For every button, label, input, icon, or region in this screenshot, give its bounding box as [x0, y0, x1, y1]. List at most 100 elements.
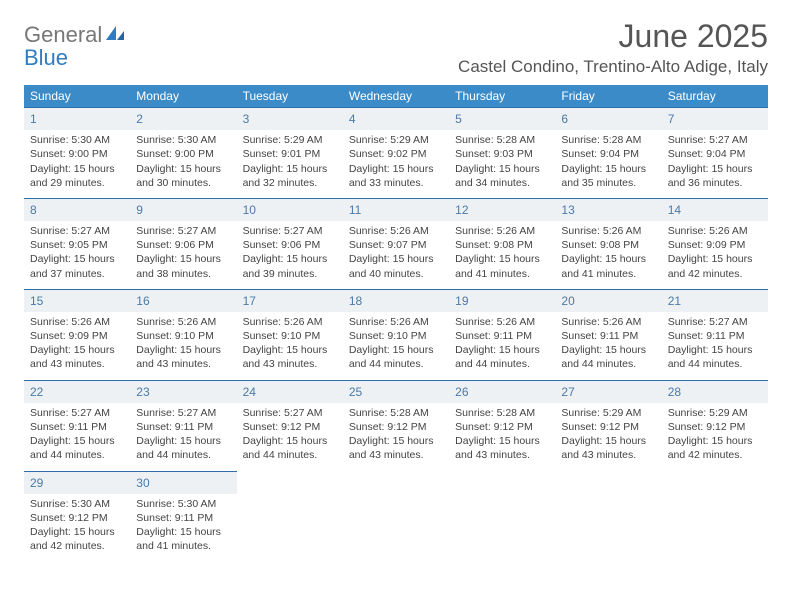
sunset-line: Sunset: 9:04 PM — [668, 147, 762, 161]
sunrise-line: Sunrise: 5:27 AM — [668, 133, 762, 147]
day-cell: 4Sunrise: 5:29 AMSunset: 9:02 PMDaylight… — [343, 107, 449, 198]
daylight-line: Daylight: 15 hours and 40 minutes. — [349, 252, 443, 280]
sunrise-line: Sunrise: 5:28 AM — [455, 406, 549, 420]
daylight-line: Daylight: 15 hours and 44 minutes. — [668, 343, 762, 371]
daylight-line: Daylight: 15 hours and 41 minutes. — [455, 252, 549, 280]
day-cell: 11Sunrise: 5:26 AMSunset: 9:07 PMDayligh… — [343, 198, 449, 289]
day-cell: 19Sunrise: 5:26 AMSunset: 9:11 PMDayligh… — [449, 289, 555, 380]
day-number: 27 — [561, 385, 574, 399]
day-cell: 17Sunrise: 5:26 AMSunset: 9:10 PMDayligh… — [237, 289, 343, 380]
sunset-line: Sunset: 9:02 PM — [349, 147, 443, 161]
sunset-line: Sunset: 9:11 PM — [136, 420, 230, 434]
day-cell: 26 Sunrise: 5:28 AMSunset: 9:12 PMDayligh… — [449, 380, 555, 471]
day-cell — [449, 471, 555, 562]
sunset-line: Sunset: 9:12 PM — [349, 420, 443, 434]
daylight-line: Daylight: 15 hours and 36 minutes. — [668, 162, 762, 190]
day-cell: 6Sunrise: 5:28 AMSunset: 9:04 PMDaylight… — [555, 107, 661, 198]
day-number: 9 — [136, 203, 143, 217]
sunset-line: Sunset: 9:09 PM — [30, 329, 124, 343]
daylight-line: Daylight: 15 hours and 44 minutes. — [349, 343, 443, 371]
day-number: 12 — [455, 203, 468, 217]
daylight-line: Daylight: 15 hours and 30 minutes. — [136, 162, 230, 190]
sunrise-line: Sunrise: 5:29 AM — [349, 133, 443, 147]
day-number: 19 — [455, 294, 468, 308]
daylight-line: Daylight: 15 hours and 42 minutes. — [30, 525, 124, 553]
day-cell: 27 Sunrise: 5:29 AMSunset: 9:12 PMDayligh… — [555, 380, 661, 471]
day-number: 24 — [243, 385, 256, 399]
logo-general: General — [24, 22, 102, 47]
sunrise-line: Sunrise: 5:29 AM — [561, 406, 655, 420]
sunrise-line: Sunrise: 5:30 AM — [30, 133, 124, 147]
day-number: 29 — [30, 476, 43, 490]
daylight-line: Daylight: 15 hours and 39 minutes. — [243, 252, 337, 280]
sunrise-line: Sunrise: 5:29 AM — [668, 406, 762, 420]
sunrise-line: Sunrise: 5:28 AM — [349, 406, 443, 420]
sunrise-line: Sunrise: 5:27 AM — [243, 406, 337, 420]
day-number: 8 — [30, 203, 37, 217]
logo: General Blue — [24, 24, 126, 70]
sunrise-line: Sunrise: 5:27 AM — [30, 406, 124, 420]
daylight-line: Daylight: 15 hours and 43 minutes. — [455, 434, 549, 462]
sunset-line: Sunset: 9:06 PM — [243, 238, 337, 252]
daylight-line: Daylight: 15 hours and 43 minutes. — [136, 343, 230, 371]
sunrise-line: Sunrise: 5:30 AM — [136, 497, 230, 511]
daylight-line: Daylight: 15 hours and 43 minutes. — [243, 343, 337, 371]
weekday-monday: Monday — [130, 85, 236, 107]
daylight-line: Daylight: 15 hours and 29 minutes. — [30, 162, 124, 190]
day-number: 2 — [136, 112, 143, 126]
weekday-saturday: Saturday — [662, 85, 768, 107]
sunset-line: Sunset: 9:10 PM — [136, 329, 230, 343]
daylight-line: Daylight: 15 hours and 32 minutes. — [243, 162, 337, 190]
sunrise-line: Sunrise: 5:26 AM — [30, 315, 124, 329]
day-number: 14 — [668, 203, 681, 217]
sunset-line: Sunset: 9:12 PM — [455, 420, 549, 434]
sunset-line: Sunset: 9:12 PM — [561, 420, 655, 434]
daylight-line: Daylight: 15 hours and 33 minutes. — [349, 162, 443, 190]
day-cell — [343, 471, 449, 562]
sunset-line: Sunset: 9:06 PM — [136, 238, 230, 252]
daylight-line: Daylight: 15 hours and 41 minutes. — [136, 525, 230, 553]
day-cell: 3Sunrise: 5:29 AMSunset: 9:01 PMDaylight… — [237, 107, 343, 198]
daylight-line: Daylight: 15 hours and 44 minutes. — [561, 343, 655, 371]
sunrise-line: Sunrise: 5:30 AM — [136, 133, 230, 147]
sunset-line: Sunset: 9:04 PM — [561, 147, 655, 161]
weekday-sunday: Sunday — [24, 85, 130, 107]
sunset-line: Sunset: 9:00 PM — [136, 147, 230, 161]
week-row: 1Sunrise: 5:30 AMSunset: 9:00 PMDaylight… — [24, 107, 768, 198]
day-number: 6 — [561, 112, 568, 126]
day-number: 3 — [243, 112, 250, 126]
day-cell: 15 Sunrise: 5:26 AMSunset: 9:09 PMDayligh… — [24, 289, 130, 380]
day-number: 30 — [136, 476, 149, 490]
daylight-line: Daylight: 15 hours and 42 minutes. — [668, 434, 762, 462]
day-number: 20 — [561, 294, 574, 308]
weekday-thursday: Thursday — [449, 85, 555, 107]
logo-blue: Blue — [24, 45, 68, 70]
sunset-line: Sunset: 9:12 PM — [668, 420, 762, 434]
sunrise-line: Sunrise: 5:27 AM — [136, 406, 230, 420]
day-cell: 20Sunrise: 5:26 AMSunset: 9:11 PMDayligh… — [555, 289, 661, 380]
sunset-line: Sunset: 9:11 PM — [668, 329, 762, 343]
sunrise-line: Sunrise: 5:28 AM — [455, 133, 549, 147]
sunset-line: Sunset: 9:10 PM — [243, 329, 337, 343]
sunset-line: Sunset: 9:05 PM — [30, 238, 124, 252]
sunset-line: Sunset: 9:11 PM — [30, 420, 124, 434]
daylight-line: Daylight: 15 hours and 43 minutes. — [561, 434, 655, 462]
day-number: 26 — [455, 385, 468, 399]
day-cell: 18Sunrise: 5:26 AMSunset: 9:10 PMDayligh… — [343, 289, 449, 380]
day-cell: 24Sunrise: 5:27 AMSunset: 9:12 PMDayligh… — [237, 380, 343, 471]
sunrise-line: Sunrise: 5:27 AM — [243, 224, 337, 238]
daylight-line: Daylight: 15 hours and 43 minutes. — [30, 343, 124, 371]
daylight-line: Daylight: 15 hours and 37 minutes. — [30, 252, 124, 280]
daylight-line: Daylight: 15 hours and 43 minutes. — [349, 434, 443, 462]
daylight-line: Daylight: 15 hours and 35 minutes. — [561, 162, 655, 190]
sunrise-line: Sunrise: 5:27 AM — [136, 224, 230, 238]
sunset-line: Sunset: 9:11 PM — [455, 329, 549, 343]
day-cell: 29Sunrise: 5:30 AMSunset: 9:12 PMDayligh… — [24, 471, 130, 562]
sunrise-line: Sunrise: 5:26 AM — [455, 224, 549, 238]
sunset-line: Sunset: 9:10 PM — [349, 329, 443, 343]
day-number: 15 — [30, 294, 43, 308]
day-cell — [237, 471, 343, 562]
day-number: 28 — [668, 385, 681, 399]
day-cell: 25Sunrise: 5:28 AMSunset: 9:12 PMDayligh… — [343, 380, 449, 471]
day-cell: 28 Sunrise: 5:29 AMSunset: 9:12 PMDayligh… — [662, 380, 768, 471]
